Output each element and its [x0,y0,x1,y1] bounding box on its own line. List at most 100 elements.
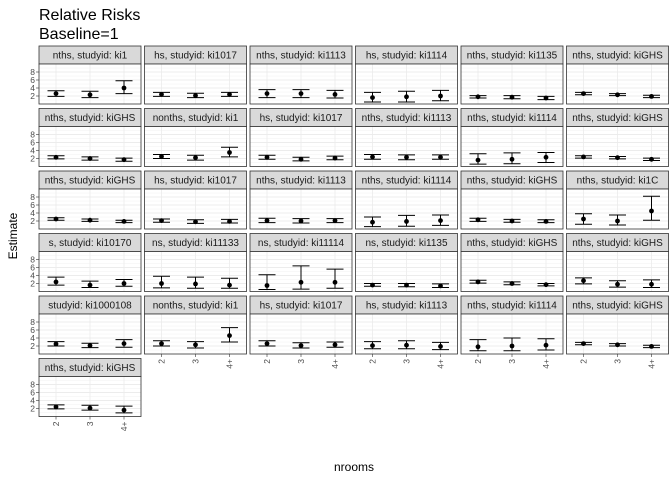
panel-border [566,188,669,230]
estimate-point [227,92,232,97]
estimate-point [649,281,654,287]
estimate-point [509,156,515,162]
estimate-point [509,343,515,349]
strip-label: nths, studyid: ki1114 [467,113,557,124]
estimate-point [264,283,270,288]
y-tick-label: 6 [30,388,35,398]
panel-border [355,188,458,230]
estimate-point [615,342,620,348]
facet-panel: nths, studyid: ki1114 2 3 4+ [460,295,564,369]
facet-panel: nths, studyid: ki1114 [355,170,458,230]
estimate-point [332,92,338,97]
y-tick-label: 6 [30,200,35,210]
strip-label: nths, studyid: kiGHS [45,363,136,374]
facet-panel: nths, studyid: kiGHS [566,233,669,292]
panel-border [566,63,669,105]
estimate-point [475,344,481,350]
facet-panel: ns, studyid: ki1135 [355,233,458,292]
estimate-point [475,157,481,163]
facet-panel: nths, studyid: kiGHS [460,233,564,292]
panel-border [144,188,247,230]
estimate-point [615,281,620,287]
x-tick-label: 2 [579,359,589,364]
strip-label: nths, studyid: kiGHS [45,176,136,187]
estimate-point [298,218,304,224]
panel-border [460,126,564,167]
estimate-point [649,208,654,214]
estimate-point [332,342,338,348]
panel-border [566,126,669,167]
facet-panel: hs, studyid: ki1017 2 3 4+ [249,295,353,369]
estimate-point [370,154,375,160]
estimate-point [227,219,232,224]
facet-panel: nths, studyid: kiGHS [460,170,564,230]
estimate-point [159,218,164,224]
estimate-point [404,219,409,224]
y-tick-label: 8 [30,130,35,140]
estimate-point [543,95,549,101]
estimate-point [543,154,549,160]
estimate-point [121,341,127,346]
x-tick-label: 4+ [647,359,657,369]
y-tick-label: 2 [30,404,35,414]
estimate-point [649,94,654,99]
estimate-point [370,282,375,288]
y-tick-label: 4 [30,333,35,343]
facet-panel: nths, studyid: ki1135 [460,45,564,105]
estimate-point [87,156,93,161]
strip-label: nonths, studyid: ki1 [153,301,239,312]
y-tick-label: 2 [30,216,35,226]
strip-label: s, studyid: ki10170 [49,238,132,249]
estimate-point [438,93,443,99]
x-tick-label: 3 [402,359,412,364]
y-tick-label: 6 [30,75,35,85]
strip-label: nths, studyid: ki1135 [467,51,558,62]
strip-label: nths, studyid: kiGHS [572,301,663,312]
facet-panel: nths, studyid: kiGHS [566,45,669,105]
estimate-point [615,218,620,224]
estimate-point [475,279,481,285]
x-axis-title: nrooms [334,460,374,474]
estimate-point [121,85,127,91]
strip-label: nths, studyid: kiGHS [572,51,663,62]
y-tick-label: 4 [30,208,35,218]
y-tick-label: 2 [30,279,35,289]
estimate-point [438,344,443,349]
facet-panel: ns, studyid: ki11114 [249,233,353,292]
estimate-point [193,155,198,161]
y-tick-label: 4 [30,396,35,406]
chart-title: Relative Risks [39,7,140,24]
strip-label: nths, studyid: ki1C [577,176,659,187]
y-tick-label: 6 [30,138,35,148]
panel-border [249,188,353,230]
estimate-point [509,218,515,224]
estimate-point [264,91,270,96]
estimate-point [87,405,93,411]
x-tick-label: 4+ [330,359,340,369]
panel-border [144,126,247,167]
panel-border [38,126,142,167]
panel-border [355,251,458,292]
x-tick-label: 2 [157,359,167,364]
facet-panel: nonths, studyid: ki1 2 3 4+ [144,295,247,369]
x-tick-label: 3 [296,359,306,364]
x-tick-label: 3 [85,421,95,426]
estimate-point [543,219,549,224]
estimate-point [615,155,620,161]
strip-label: nths, studyid: kiGHS [467,238,558,249]
estimate-point [438,154,443,160]
estimate-point [159,281,164,286]
panel-border [144,251,247,292]
panel-border [355,126,458,167]
estimate-point [438,283,443,289]
facet-panel: nths, studyid: kiGHS 2 3 4+ [566,295,669,369]
facet-panel: nths, studyid: kiGHS [566,108,669,167]
x-tick-label: 4+ [436,359,446,369]
strip-label: nths, studyid: ki1113 [256,51,346,62]
estimate-point [370,343,375,348]
estimate-point [581,278,586,284]
estimate-point [615,92,620,98]
